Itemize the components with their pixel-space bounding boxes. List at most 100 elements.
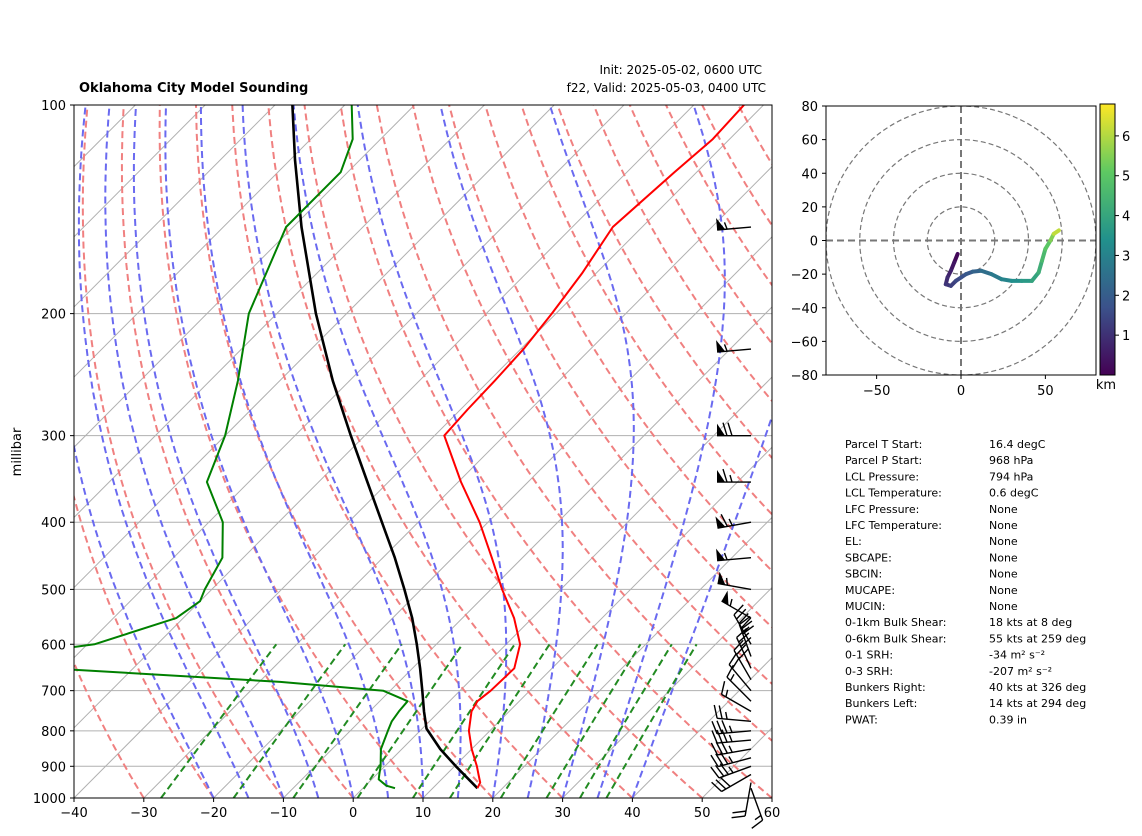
hodograph-segment [1054,230,1059,233]
x-tick-label: 10 [415,806,432,821]
stats-row: PWAT:0.39 in [845,713,1027,726]
colorbar-label: km [1096,378,1116,393]
stats-label: Parcel T Start: [845,438,922,451]
wind-barb-full [719,705,722,718]
hodo-y-tick-label: −80 [791,369,818,384]
dry-adiabat [847,105,1142,798]
dry-adiabat [558,105,1142,798]
wind-barb-half [755,815,761,819]
moist-adiabat [598,105,725,798]
stats-label: 0-6km Bulk Shear: [845,632,947,645]
y-tick-label: 900 [41,760,66,775]
x-tick-label: 20 [485,806,502,821]
stats-row: 0-3 SRH:-207 m² s⁻² [845,665,1052,678]
stats-label: MUCAPE: [845,584,895,597]
stats-row: MUCAPE: None [845,584,1018,597]
stats-value: 55 kts at 259 deg [989,632,1086,645]
y-tick-label: 800 [41,725,66,740]
stats-value: None [989,551,1018,564]
isotherm-line [423,105,1113,798]
stats-value: -34 m² s⁻² [989,649,1045,662]
wind-barb-flag [716,549,725,561]
wind-barb-full [711,743,717,755]
dry-adiabat [666,105,1142,798]
stats-label: LFC Temperature: [845,519,942,532]
dry-adiabat [521,105,1121,798]
stats-row: LFC Pressure:None [845,503,1018,516]
y-tick-label: 1000 [33,792,66,807]
y-axis-label: millibar [10,427,25,476]
hodo-y-tick-label: 0 [810,235,818,250]
isotherm-line [563,105,1142,798]
stats-value: 40 kts at 326 deg [989,681,1086,694]
stats-label: SBCIN: [845,568,882,581]
stats-row: SBCIN:None [845,568,1018,581]
wind-barb-half [730,475,732,482]
stats-label: 0-1km Bulk Shear: [845,616,947,629]
wind-barb-half [729,726,732,733]
wind-barb-full [732,816,745,818]
y-tick-label: 600 [41,638,66,653]
hodo-y-tick-label: −40 [791,302,818,317]
stats-label: Bunkers Right: [845,681,926,694]
stats-label: EL: [845,535,862,548]
x-tick-label: 60 [764,806,781,821]
dry-adiabat [811,105,1142,798]
wind-barb-full [752,820,763,828]
colorbar-tick-label: 1 [1122,329,1130,344]
colorbar-tick-label: 5 [1122,170,1130,185]
stats-row: EL: None [845,535,1018,548]
hodograph-area [826,106,1096,375]
chart-title: Oklahoma City Model Sounding [79,81,308,96]
stats-row: 0-6km Bulk Shear: 55 kts at 259 deg [845,632,1086,645]
stats-row: Parcel T Start:16.4 degC [845,438,1046,451]
dry-adiabat [42,105,213,798]
stats-label: LCL Pressure: [845,470,919,483]
x-tick-label: −10 [270,806,297,821]
wind-barb [716,549,751,561]
stats-label: PWAT: [845,713,878,726]
mixing-ratio-line [358,644,463,798]
hodo-y-tick-label: −20 [791,268,818,283]
stats-row: 0-1 SRH: -34 m² s⁻² [845,649,1045,662]
colorbar-tick-label: 3 [1122,249,1130,264]
x-tick-label: 40 [624,806,641,821]
wind-barb-staff [751,788,763,820]
wind-barb-half [724,553,727,560]
isotherm-line [214,105,904,798]
stats-value: 968 hPa [989,454,1033,467]
stats-value: 18 kts at 8 deg [989,616,1072,629]
hodo-x-tick-label: 0 [957,384,965,399]
hodo-y-tick-label: 40 [801,167,818,182]
moist-adiabat [201,105,388,798]
y-tick-label: 300 [41,430,66,445]
moist-adiabat [358,105,507,798]
dry-adiabat [83,105,284,798]
stats-value: None [989,503,1018,516]
x-tick-label: −20 [200,806,227,821]
y-tick-label: 500 [41,583,66,598]
wind-barb-staff [727,677,751,701]
dry-adiabat [738,105,1142,798]
stats-label: 0-1 SRH: [845,649,893,662]
isotherm-line [632,105,1142,798]
stats-label: SBCAPE: [845,551,892,564]
stats-value: None [989,535,1018,548]
wind-barb-full [722,681,725,694]
stats-label: MUCIN: [845,600,885,613]
isotherm-line [74,105,764,798]
hodo-y-tick-label: 20 [801,201,818,216]
x-tick-label: 0 [349,806,357,821]
colorbar-tick-label: 4 [1122,210,1130,225]
colorbar [1100,104,1115,375]
stats-value: None [989,584,1018,597]
wind-barb-half [730,599,732,606]
stats-row: Bunkers Right: 40 kts at 326 deg [845,681,1086,694]
wind-barb-staff [745,783,751,816]
wind-barb-full [727,665,733,677]
y-tick-label: 700 [41,685,66,700]
wind-barb-half [727,578,728,585]
dry-adiabat [775,105,1142,798]
y-tick-label: 200 [41,308,66,323]
